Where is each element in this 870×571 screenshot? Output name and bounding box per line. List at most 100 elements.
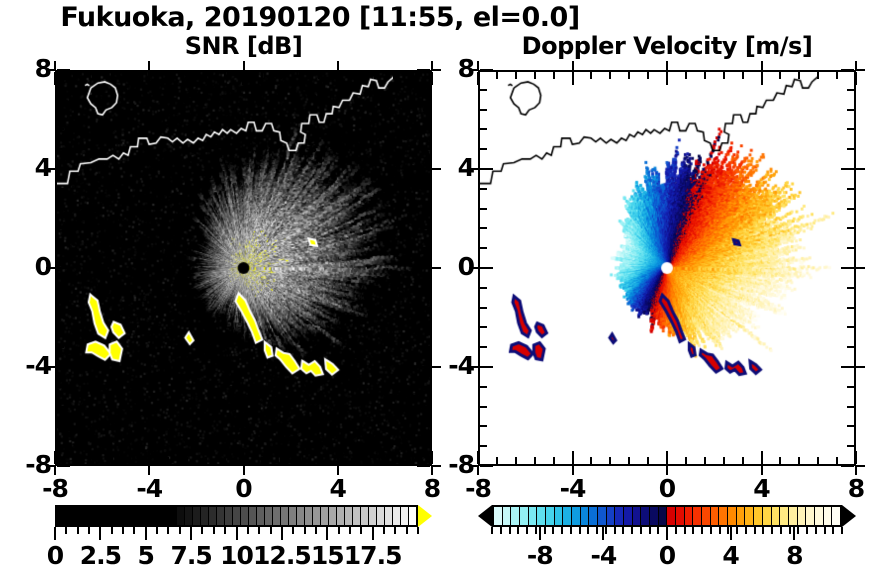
colorbar-minor-tick [692, 527, 695, 534]
colorbar-major-tick [99, 527, 102, 540]
page-title: Fukuoka, 20190120 [11:55, el=0.0] [60, 2, 580, 33]
colorbar-minor-tick [246, 527, 249, 534]
colorbar-minor-tick [779, 527, 782, 534]
x-tick-label: -8 [465, 474, 492, 503]
colorbar-tick-label: 4 [722, 541, 739, 570]
doppler-colorbar-ticks [478, 527, 856, 541]
colorbar-major-tick [538, 527, 541, 540]
colorbar-minor-tick [292, 527, 295, 534]
colorbar-minor-tick [683, 527, 686, 534]
colorbar-minor-tick [569, 527, 572, 534]
colorbar-tick-label: -8 [526, 541, 554, 570]
colorbar-minor-tick [314, 527, 317, 534]
colorbar-minor-tick [771, 527, 773, 534]
colorbar-minor-tick [596, 527, 598, 534]
colorbar-minor-tick [674, 527, 677, 534]
colorbar-major-tick [666, 527, 668, 540]
colorbar-minor-tick [76, 527, 79, 534]
snr-colorbar-over-arrow [418, 505, 432, 527]
colorbar-minor-tick [648, 527, 651, 534]
colorbar-minor-tick [534, 527, 537, 534]
colorbar-minor-tick [727, 527, 730, 534]
x-tick-label: 4 [329, 474, 347, 503]
colorbar-tick-label: 2.5 [79, 541, 122, 570]
y-tick-label: -4 [25, 351, 52, 380]
colorbar-minor-tick [508, 527, 511, 534]
colorbar-major-tick [190, 527, 193, 540]
colorbar-minor-tick [613, 527, 616, 534]
doppler-plot-panel[interactable] [478, 70, 856, 466]
colorbar-minor-tick [622, 527, 625, 534]
colorbar-minor-tick [405, 527, 408, 534]
colorbar-major-tick [602, 527, 605, 540]
colorbar-minor-tick [499, 527, 502, 534]
x-tick-label: 4 [753, 474, 770, 503]
x-tick-label: 0 [658, 474, 676, 503]
colorbar-minor-tick [561, 527, 563, 534]
panel-title-doppler: Doppler Velocity [m/s] [521, 32, 813, 60]
panel-title-snr: SNR [dB] [184, 32, 303, 60]
colorbar-major-tick [144, 527, 147, 540]
x-tick-label: -8 [42, 474, 69, 503]
doppler-colorbar[interactable]: -8 -4 0 4 8 [478, 505, 856, 570]
y-tick-label: 4 [34, 153, 52, 182]
colorbar-tick-label: 10 [220, 541, 254, 570]
colorbar-minor-tick [269, 527, 272, 534]
y-tick-label: 8 [457, 54, 475, 83]
colorbar-minor-tick [543, 527, 546, 534]
snr-plot-panel[interactable] [55, 70, 432, 466]
colorbar-tick-label: -4 [590, 541, 617, 570]
colorbar-minor-tick [631, 527, 633, 534]
colorbar-minor-tick [762, 527, 765, 534]
colorbar-minor-tick [841, 527, 843, 534]
snr-colorbar[interactable]: 0 2.5 5 7.5 10 12.5 15 17.5 [47, 505, 432, 570]
colorbar-major-tick [54, 527, 56, 540]
colorbar-tick-label: 8 [786, 541, 803, 570]
colorbar-minor-tick [360, 527, 363, 534]
x-tick-label: 8 [847, 474, 865, 503]
colorbar-minor-tick [303, 527, 306, 534]
colorbar-minor-tick [167, 527, 170, 534]
colorbar-major-tick [729, 527, 732, 540]
x-tick-label: 0 [235, 474, 252, 503]
colorbar-minor-tick [744, 527, 747, 534]
colorbar-major-tick [371, 527, 374, 540]
x-tick-label: -4 [136, 474, 163, 503]
colorbar-minor-tick [394, 527, 397, 534]
colorbar-tick-label: 7.5 [170, 541, 212, 570]
colorbar-tick-label: 12.5 [253, 541, 312, 570]
colorbar-tick-label: 15 [310, 541, 345, 570]
colorbar-tick-label: 0 [46, 541, 64, 570]
colorbar-minor-tick [491, 527, 493, 534]
colorbar-minor-tick [110, 527, 113, 534]
colorbar-minor-tick [604, 527, 607, 534]
colorbar-minor-tick [348, 527, 351, 534]
y-tick-label: 4 [457, 153, 475, 182]
colorbar-minor-tick [587, 527, 590, 534]
y-tick-label: 0 [457, 252, 475, 281]
x-tick-label: 8 [423, 474, 441, 503]
colorbar-minor-tick [156, 527, 159, 534]
doppler-colorbar-under-arrow [478, 505, 492, 527]
y-tick-label: -8 [448, 450, 475, 479]
colorbar-minor-tick [526, 527, 528, 534]
colorbar-minor-tick [657, 527, 660, 534]
colorbar-minor-tick [178, 527, 181, 534]
doppler-plot-canvas [480, 72, 854, 464]
colorbar-minor-tick [806, 527, 808, 534]
colorbar-minor-tick [517, 527, 520, 534]
colorbar-minor-tick [832, 527, 835, 534]
colorbar-minor-tick [133, 527, 136, 534]
colorbar-minor-tick [88, 527, 91, 534]
colorbar-tick-label: 17.5 [343, 541, 403, 570]
colorbar-major-tick [793, 527, 796, 540]
colorbar-tick-label: 0 [658, 541, 676, 570]
colorbar-minor-tick [578, 527, 581, 534]
colorbar-minor-tick [797, 527, 800, 534]
y-tick-label: 8 [34, 54, 52, 83]
colorbar-minor-tick [823, 527, 826, 534]
